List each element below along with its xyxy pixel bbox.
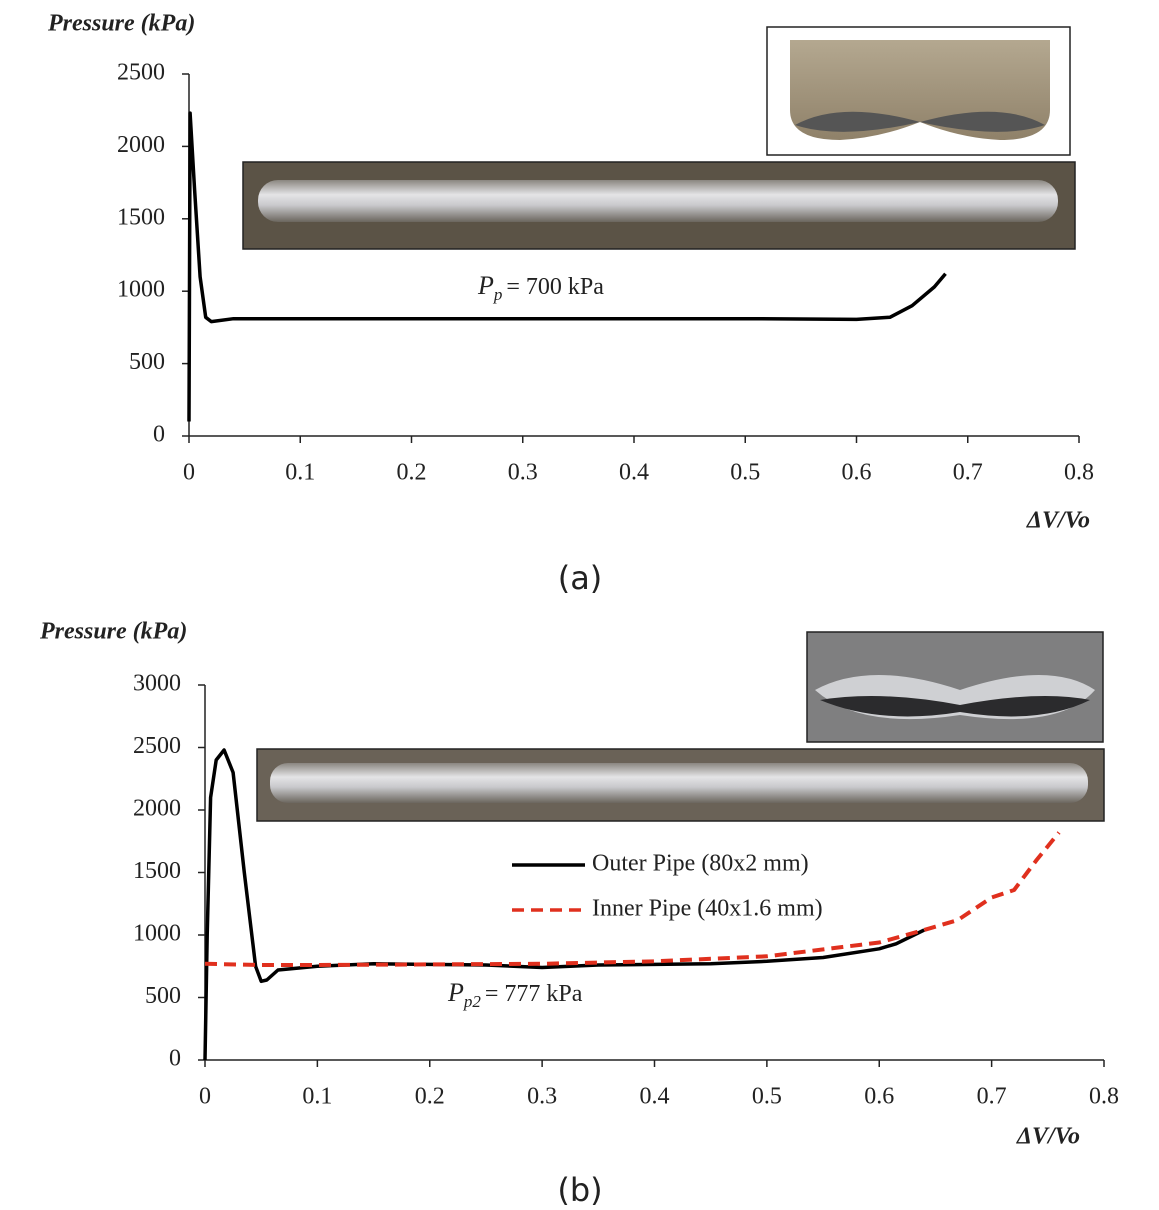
x-tick-label: 0.2 <box>397 460 427 486</box>
x-tick-label: 0.8 <box>1064 460 1094 486</box>
annotation-part: = 777 kPa <box>485 981 583 1007</box>
x-tick-label: 0.4 <box>619 460 649 486</box>
x-tick-label: 0.7 <box>953 460 983 486</box>
legend-label: Outer Pipe (80x2 mm) <box>592 851 809 877</box>
photo-inset <box>806 631 1104 743</box>
annotation-part: P <box>477 271 494 300</box>
y-tick-label: 1000 <box>117 277 165 303</box>
annotation: Pp = 700 kPa <box>477 271 604 304</box>
x-tick-label: 0.5 <box>730 460 760 486</box>
x-axis-title: ΔV/Vo <box>1026 508 1090 534</box>
data-line <box>203 748 925 1061</box>
y-tick-label: 500 <box>145 983 181 1009</box>
y-tick-label: 2500 <box>133 733 181 759</box>
data-line <box>204 831 1061 967</box>
x-tick-label: 0.4 <box>640 1084 670 1110</box>
x-tick-label: 0.3 <box>527 1084 557 1110</box>
photo-pipe <box>256 748 1105 822</box>
y-tick-label: 1500 <box>133 858 181 884</box>
y-tick-label: 500 <box>129 349 165 375</box>
x-axis-title: ΔV/Vo <box>1016 1124 1080 1150</box>
x-tick-label: 0 <box>199 1084 211 1110</box>
caption: (b) <box>557 1171 602 1209</box>
y-tick-label: 2000 <box>133 796 181 822</box>
x-tick-label: 0.6 <box>842 460 872 486</box>
x-tick-label: 0.6 <box>864 1084 894 1110</box>
x-tick-label: 0.8 <box>1089 1084 1119 1110</box>
x-tick-label: 0.3 <box>508 460 538 486</box>
y-tick-label: 0 <box>169 1046 181 1072</box>
annotation-part: P <box>447 978 464 1007</box>
x-tick-label: 0.5 <box>752 1084 782 1110</box>
x-tick-label: 0.1 <box>285 460 315 486</box>
x-tick-label: 0 <box>183 460 195 486</box>
y-tick-label: 3000 <box>133 671 181 697</box>
x-tick-label: 0.7 <box>977 1084 1007 1110</box>
photo-pipe <box>242 161 1076 250</box>
y-tick-label: 2000 <box>117 132 165 158</box>
annotation: Pp2 = 777 kPa <box>447 978 583 1011</box>
annotation-part: p2 <box>463 992 482 1011</box>
y-tick-label: 2500 <box>117 60 165 86</box>
data-line <box>187 111 947 422</box>
annotation-part: p <box>493 285 503 304</box>
x-tick-label: 0.1 <box>302 1084 332 1110</box>
y-tick-label: 1500 <box>117 204 165 230</box>
y-tick-label: 0 <box>153 422 165 448</box>
annotation-part: = 700 kPa <box>506 274 604 300</box>
y-tick-label: 1000 <box>133 921 181 947</box>
x-tick-label: 0.2 <box>415 1084 445 1110</box>
y-axis-title: Pressure (kPa) <box>47 11 195 37</box>
photo-inset <box>766 26 1071 156</box>
y-axis-title: Pressure (kPa) <box>39 619 187 645</box>
legend-label: Inner Pipe (40x1.6 mm) <box>592 896 823 922</box>
caption: (a) <box>558 559 603 597</box>
